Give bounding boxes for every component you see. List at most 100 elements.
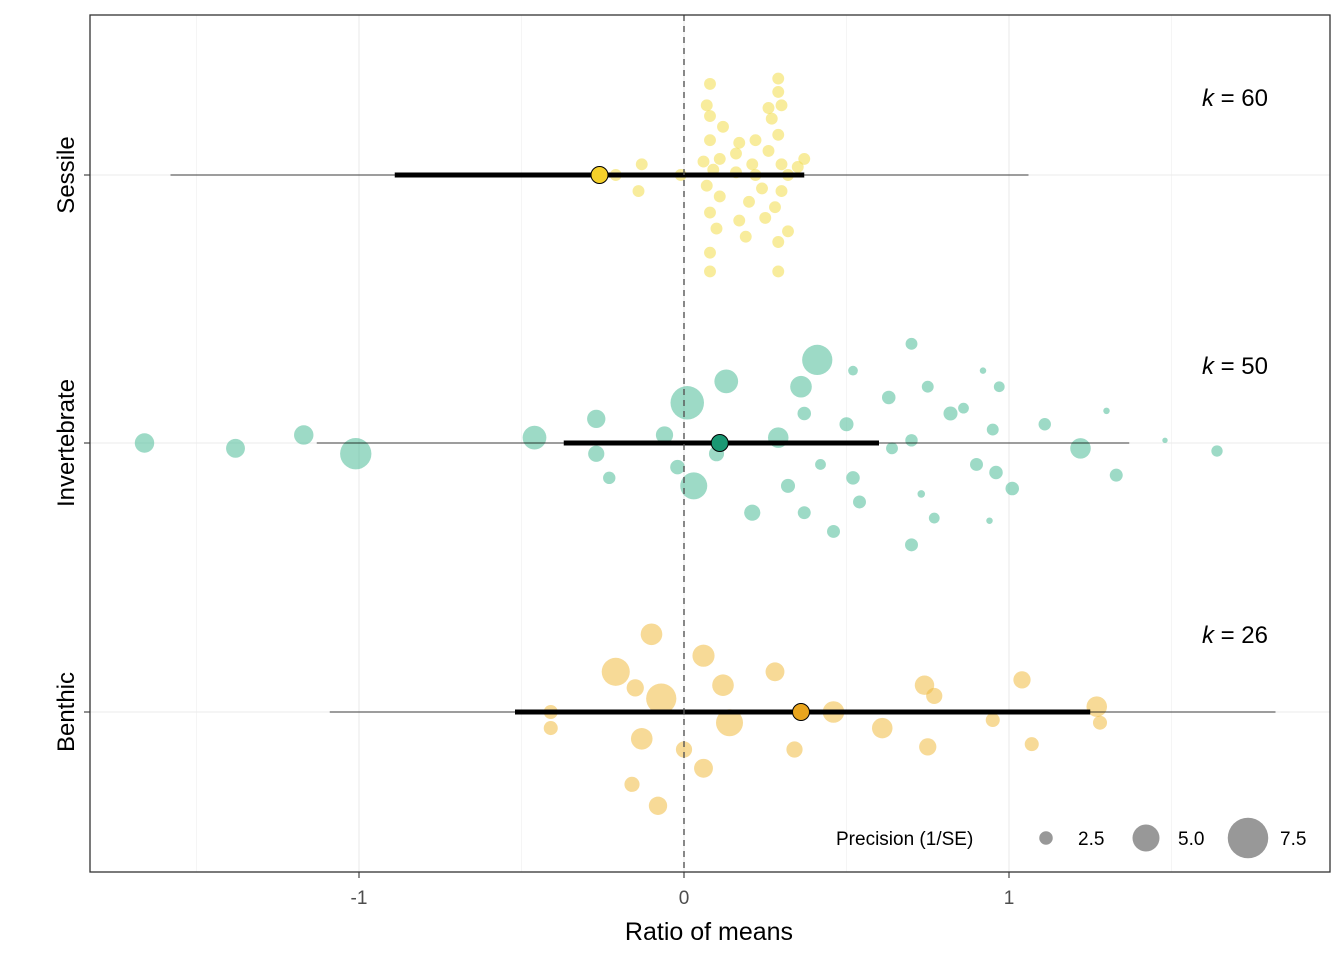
data-point: [780, 478, 796, 493]
legend-label: 5.0: [1178, 829, 1204, 850]
data-point: [798, 152, 811, 165]
data-point: [958, 402, 969, 414]
data-point: [1092, 715, 1108, 730]
data-point: [603, 471, 616, 485]
data-point: [648, 796, 668, 815]
mean-estimate: [792, 703, 810, 721]
data-point: [704, 246, 716, 259]
data-point: [797, 406, 811, 421]
data-point: [640, 623, 663, 646]
data-point: [733, 214, 746, 227]
data-point: [710, 222, 723, 235]
data-point: [733, 136, 746, 149]
data-point: [786, 741, 803, 758]
x-axis-title: Ratio of means: [625, 918, 793, 946]
data-point: [772, 72, 785, 85]
data-point: [675, 741, 693, 758]
data-point: [626, 679, 644, 697]
data-point: [815, 459, 826, 470]
data-point: [1109, 468, 1123, 482]
data-point: [797, 506, 811, 520]
data-point: [775, 185, 788, 198]
data-point: [772, 85, 785, 98]
data-point: [985, 713, 1000, 728]
data-point: [917, 490, 926, 498]
data-point: [588, 445, 605, 462]
data-point: [919, 738, 937, 756]
legend-key: [1039, 831, 1053, 845]
data-point: [943, 406, 958, 421]
data-point: [886, 442, 898, 455]
data-point: [846, 471, 860, 485]
data-point: [1005, 481, 1019, 496]
data-point: [765, 662, 785, 682]
data-point: [134, 433, 155, 453]
data-point: [827, 524, 840, 538]
data-point: [543, 721, 558, 736]
data-point: [762, 144, 775, 157]
data-point: [762, 102, 775, 114]
data-point: [772, 128, 785, 141]
data-point: [697, 155, 710, 168]
mean-estimate: [590, 166, 609, 184]
data-point: [756, 182, 768, 195]
data-point: [730, 147, 742, 160]
data-point: [1070, 438, 1091, 459]
data-point: [624, 776, 640, 792]
k-count-label: k = 60: [1202, 85, 1268, 112]
data-point: [713, 190, 726, 203]
data-point: [655, 426, 674, 444]
data-point: [905, 434, 918, 447]
data-point: [993, 381, 1005, 393]
data-point: [769, 201, 781, 214]
data-point: [853, 495, 866, 509]
data-point: [1211, 445, 1223, 457]
data-point: [714, 369, 739, 394]
data-point: [986, 423, 999, 436]
data-point: [759, 211, 772, 224]
data-point: [791, 161, 804, 173]
data-point: [772, 265, 785, 278]
data-point: [294, 425, 314, 445]
data-point: [970, 457, 983, 471]
data-point: [790, 375, 812, 398]
data-point: [979, 367, 987, 374]
data-point: [743, 195, 755, 208]
k-count-label: k = 26: [1202, 622, 1268, 649]
group-estimates: [590, 166, 810, 721]
group-label: Benthic: [53, 672, 80, 752]
data-point: [905, 538, 918, 552]
data-point: [717, 120, 729, 133]
data-point: [226, 438, 245, 458]
effect-size-points: [134, 72, 1223, 815]
data-point: [704, 134, 716, 147]
x-tick-label: 1: [1004, 888, 1015, 909]
data-point: [1013, 671, 1031, 689]
data-point: [746, 158, 759, 171]
data-point: [700, 179, 713, 192]
data-point: [587, 409, 606, 429]
data-point: [772, 236, 785, 248]
data-point: [632, 185, 645, 198]
data-point: [765, 112, 778, 125]
data-point: [522, 425, 547, 450]
data-point: [928, 512, 940, 524]
legend-title: Precision (1/SE): [836, 829, 973, 850]
data-point: [704, 77, 716, 90]
data-point: [601, 657, 630, 686]
data-point: [802, 344, 833, 376]
data-point: [712, 674, 734, 696]
data-point: [775, 158, 788, 171]
data-point: [1038, 418, 1051, 431]
data-point: [692, 644, 715, 667]
legend-key: [1227, 817, 1269, 859]
data-point: [882, 390, 896, 405]
data-point: [704, 206, 716, 219]
x-tick-label: 0: [679, 888, 690, 909]
legend-label: 2.5: [1078, 829, 1104, 850]
data-point: [716, 709, 743, 737]
data-point: [848, 365, 858, 376]
data-point: [989, 465, 1003, 480]
